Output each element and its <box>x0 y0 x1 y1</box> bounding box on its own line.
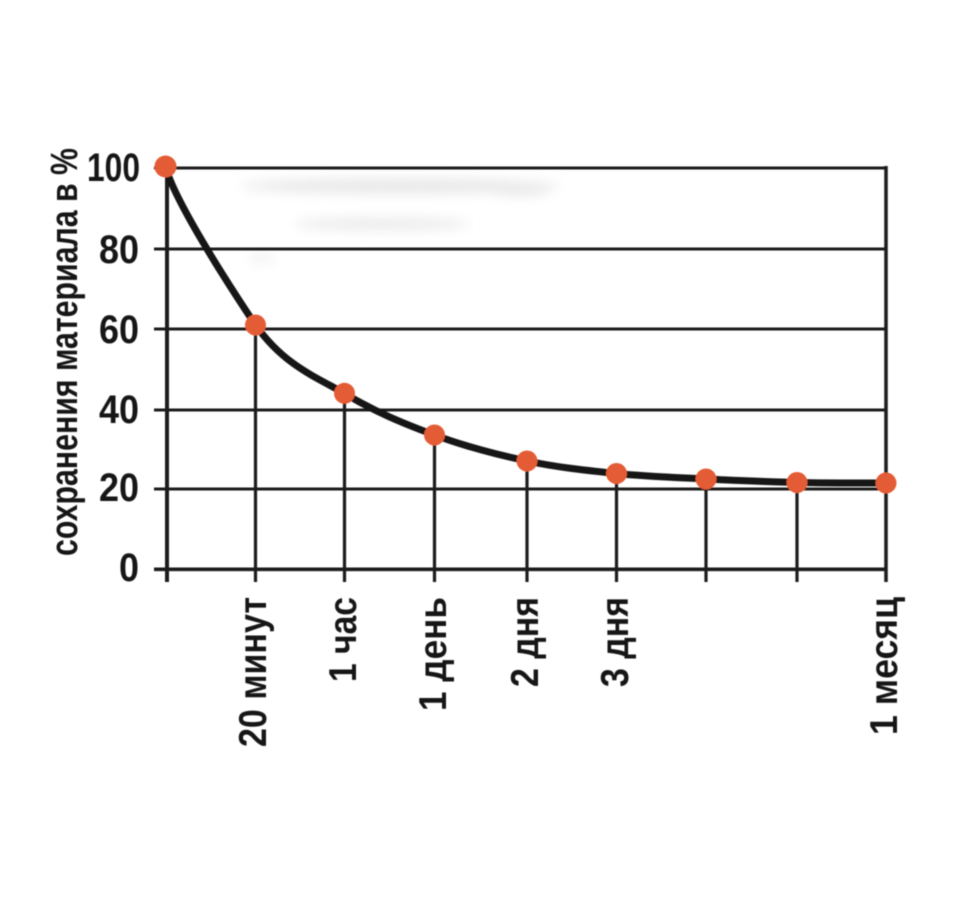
svg-text:40: 40 <box>99 388 139 432</box>
svg-text:80: 80 <box>99 228 139 272</box>
svg-text:100: 100 <box>87 146 140 190</box>
svg-text:1 день: 1 день <box>412 597 455 711</box>
svg-text:1 час: 1 час <box>322 597 365 682</box>
svg-text:1 месяц: 1 месяц <box>863 597 906 735</box>
svg-text:0: 0 <box>119 546 139 590</box>
svg-text:3 дня: 3 дня <box>594 597 637 687</box>
svg-text:20: 20 <box>99 466 139 510</box>
svg-text:20 минут: 20 минут <box>232 597 275 747</box>
svg-text:60: 60 <box>99 308 139 352</box>
svg-text:2 дня: 2 дня <box>504 597 547 687</box>
svg-text:сохранения материала в %: сохранения материала в % <box>44 148 86 556</box>
